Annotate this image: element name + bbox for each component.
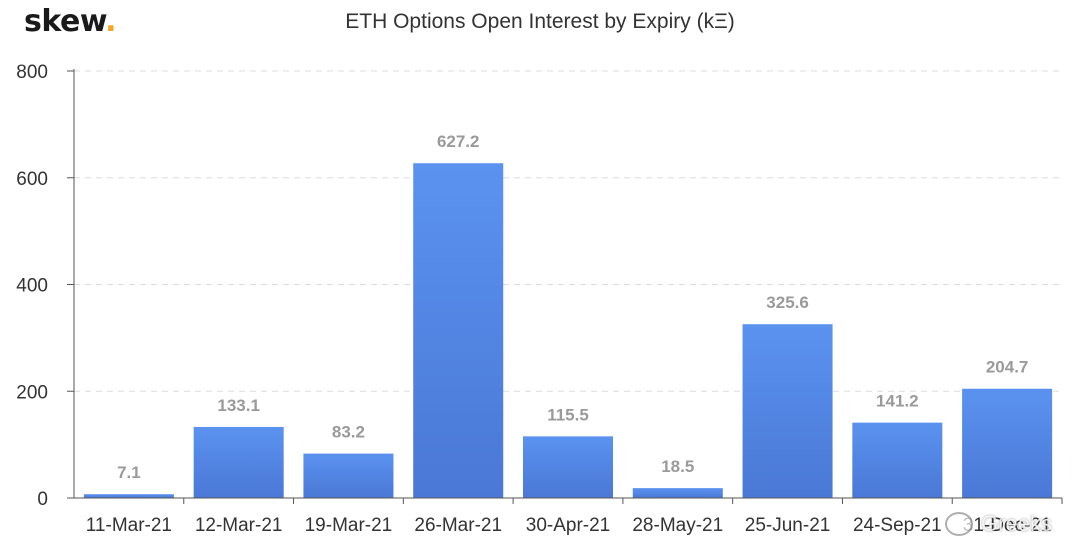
watermark: Greeks (945, 511, 1052, 537)
value-label: 18.5 (661, 457, 694, 476)
bar (632, 488, 723, 498)
bar (83, 494, 174, 498)
value-label: 325.6 (766, 293, 809, 312)
bars (83, 163, 1053, 498)
value-labels: 7.1 133.1 83.2 627.2 115.5 18.5 325.6 141.2 204.… (117, 132, 1028, 482)
value-label: 83.2 (332, 423, 365, 442)
x-tick-label: 24-Sep-21 (853, 515, 942, 536)
bar (962, 388, 1053, 498)
y-tick-label: 200 (16, 382, 48, 403)
bar (193, 426, 284, 498)
logo-text: skew (24, 4, 106, 39)
y-tick-label: 800 (16, 62, 48, 83)
value-label: 204.7 (986, 358, 1029, 377)
x-axis: 11-Mar-21 12-Mar-21 19-Mar-21 26-Mar-21 30-A… (74, 497, 1063, 536)
bar (852, 422, 943, 498)
x-tick-label: 30-Apr-21 (526, 515, 611, 536)
y-tick-label: 0 (37, 489, 48, 510)
value-label: 141.2 (876, 392, 919, 411)
chart-title: ETH Options Open Interest by Expiry (kΞ) (345, 10, 735, 33)
x-tick-label: 25-Jun-21 (745, 515, 831, 536)
bar (742, 324, 833, 498)
logo-dot: . (105, 4, 117, 39)
x-tick-label: 12-Mar-21 (195, 515, 283, 536)
value-label: 7.1 (117, 463, 141, 482)
x-tick-label: 19-Mar-21 (305, 515, 393, 536)
value-label: 627.2 (437, 132, 480, 151)
gridlines (74, 70, 1062, 392)
bar (413, 163, 504, 498)
y-tick-label: 600 (16, 169, 48, 190)
x-tick-label: 26-Mar-21 (414, 515, 502, 536)
x-tick-label: 28-May-21 (632, 515, 723, 536)
value-label: 133.1 (217, 396, 260, 415)
x-tick-label: 31-Dec-21 (963, 515, 1052, 536)
value-label: 115.5 (547, 405, 589, 424)
y-axis: 0 200 400 600 800 (16, 62, 75, 510)
wechat-icon (945, 512, 974, 536)
skew-logo: skew. (24, 4, 117, 39)
watermark-text: Greeks (981, 511, 1052, 536)
bar (303, 453, 394, 498)
bar (522, 436, 614, 498)
y-tick-label: 400 (16, 276, 48, 297)
x-tick-label: 11-Mar-21 (86, 515, 172, 536)
